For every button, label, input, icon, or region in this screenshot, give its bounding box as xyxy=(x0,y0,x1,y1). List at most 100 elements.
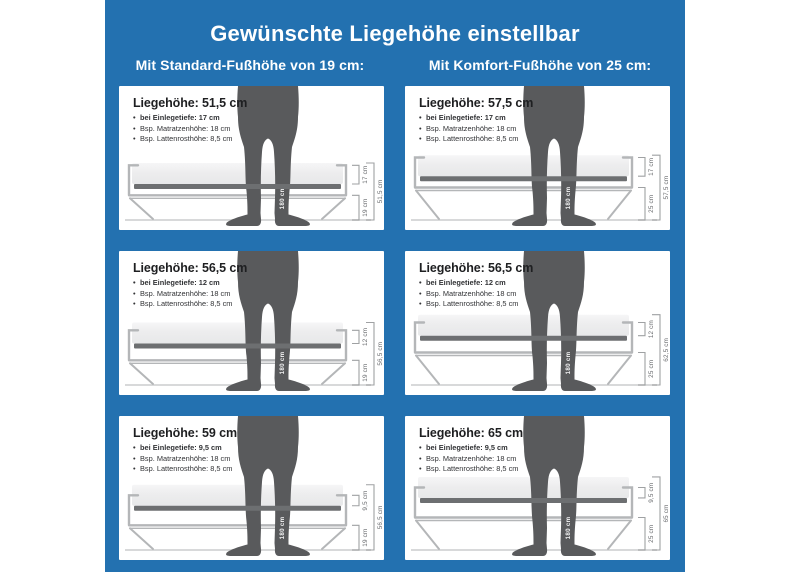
dim-label-fusshoehe: 19 cm xyxy=(362,199,369,217)
panel-title: Liegehöhe: 56,5 cm xyxy=(133,261,248,275)
dim-bracket-einlegetiefe xyxy=(352,164,360,185)
spec-bullet: Bsp. Lattenrosthöhe: 8,5 cm xyxy=(133,299,247,310)
spec-bullet: Bsp. Matratzenhöhe: 18 cm xyxy=(419,454,523,465)
dim-bracket-liegehoehe xyxy=(652,314,661,386)
dim-bracket-einlegetiefe xyxy=(638,156,646,177)
spec-bullet: Bsp. Matratzenhöhe: 18 cm xyxy=(133,454,237,465)
spec-bullet: Bsp. Matratzenhöhe: 18 cm xyxy=(419,289,533,300)
dim-label-einlegetiefe: 17 cm xyxy=(362,166,369,184)
panel-spec-block: Liegehöhe: 56,5 cm bei Einlegetiefe: 12 c… xyxy=(419,261,533,310)
panel-spec-block: Liegehöhe: 65 cm bei Einlegetiefe: 9,5 cm… xyxy=(419,426,523,475)
person-silhouette xyxy=(226,416,310,556)
panel-liegehoehe-2: Liegehöhe: 57,5 cm bei Einlegetiefe: 17 c… xyxy=(405,86,670,230)
dim-label-einlegetiefe: 12 cm xyxy=(362,328,369,346)
dim-label-fusshoehe: 25 cm xyxy=(648,525,655,543)
dim-label-einlegetiefe: 17 cm xyxy=(648,158,655,176)
pedestal-sides xyxy=(129,362,346,385)
mattress xyxy=(418,476,629,498)
spec-bullet: bei Einlegetiefe: 12 cm xyxy=(419,278,533,289)
spec-list: bei Einlegetiefe: 9,5 cmBsp. Matratzenhö… xyxy=(419,443,523,475)
dim-bracket-fusshoehe xyxy=(352,194,360,221)
dim-label-fusshoehe: 25 cm xyxy=(648,195,655,213)
mattress xyxy=(418,314,629,336)
spec-bullet: Bsp. Matratzenhöhe: 18 cm xyxy=(133,289,247,300)
page-title: Gewünschte Liegehöhe einstellbar xyxy=(210,21,580,46)
spec-list: bei Einlegetiefe: 17 cmBsp. Matratzenhöh… xyxy=(133,113,247,145)
dim-bracket-einlegetiefe xyxy=(638,486,646,499)
dim-bracket-fusshoehe xyxy=(638,186,646,221)
dim-bracket-einlegetiefe xyxy=(638,321,646,337)
dim-bracket-fusshoehe xyxy=(352,524,360,551)
dim-label-liegehoehe: 57,5 cm xyxy=(663,176,670,200)
column-header-komfort: Mit Komfort-Fußhöhe von 25 cm: xyxy=(428,57,652,73)
panel-liegehoehe-6: Liegehöhe: 65 cm bei Einlegetiefe: 9,5 cm… xyxy=(405,416,670,560)
spec-bullet: Bsp. Lattenrosthöhe: 8,5 cm xyxy=(133,464,237,475)
bed-frame-rails xyxy=(413,321,634,354)
mattress xyxy=(132,322,343,344)
pedestal-sides xyxy=(129,197,346,220)
pedestal-sides xyxy=(415,354,632,385)
panel-title: Liegehöhe: 65 cm xyxy=(419,426,523,440)
person-silhouette xyxy=(512,416,596,556)
bed-frame-rails xyxy=(413,156,634,189)
bed-frame-rails xyxy=(127,164,348,197)
panel-spec-block: Liegehöhe: 59 cm bei Einlegetiefe: 9,5 cm… xyxy=(133,426,237,475)
body-height-label: 180 cm xyxy=(565,186,572,209)
spec-bullet: Bsp. Lattenrosthöhe: 8,5 cm xyxy=(419,464,523,475)
mattress xyxy=(418,155,629,177)
spec-bullet: Bsp. Lattenrosthöhe: 8,5 cm xyxy=(419,134,533,145)
panel-grid: Liegehöhe: 51,5 cm bei Einlegetiefe: 17 c… xyxy=(119,86,670,560)
slat-bar xyxy=(134,505,341,511)
spec-list: bei Einlegetiefe: 9,5 cmBsp. Matratzenhö… xyxy=(133,443,237,475)
dim-label-liegehoehe: 56,5 cm xyxy=(377,342,384,366)
panel-spec-block: Liegehöhe: 57,5 cm bei Einlegetiefe: 17 c… xyxy=(419,96,533,145)
body-height-label: 180 cm xyxy=(279,186,286,209)
bed-frame-rails xyxy=(127,494,348,527)
dim-label-liegehoehe: 65 cm xyxy=(663,504,670,522)
panel-liegehoehe-5: Liegehöhe: 59 cm bei Einlegetiefe: 9,5 cm… xyxy=(119,416,384,560)
spec-list: bei Einlegetiefe: 12 cmBsp. Matratzenhöh… xyxy=(133,278,247,310)
body-height-label: 180 cm xyxy=(279,516,286,539)
spec-bullet: bei Einlegetiefe: 17 cm xyxy=(419,113,533,124)
body-height-label: 180 cm xyxy=(565,351,572,374)
liegehoehe-infographic: Gewünschte Liegehöhe einstellbar Mit Sta… xyxy=(105,0,685,572)
panel-liegehoehe-4: Liegehöhe: 56,5 cm bei Einlegetiefe: 12 c… xyxy=(405,251,670,395)
panel-liegehoehe-3: Liegehöhe: 56,5 cm bei Einlegetiefe: 12 c… xyxy=(119,251,384,395)
dim-bracket-liegehoehe xyxy=(652,154,661,221)
spec-bullet: bei Einlegetiefe: 9,5 cm xyxy=(419,443,523,454)
panel-title: Liegehöhe: 59 cm xyxy=(133,426,237,440)
slat-bar xyxy=(420,497,627,503)
spec-list: bei Einlegetiefe: 17 cmBsp. Matratzenhöh… xyxy=(419,113,533,145)
dim-label-fusshoehe: 25 cm xyxy=(648,360,655,378)
mattress xyxy=(132,484,343,506)
body-height-label: 180 cm xyxy=(565,516,572,539)
spec-bullet: bei Einlegetiefe: 9,5 cm xyxy=(133,443,237,454)
spec-bullet: Bsp. Matratzenhöhe: 18 cm xyxy=(133,124,247,135)
bed-diagram: 180 cm 9,5 cm 19 cm 56,5 cm xyxy=(125,416,384,556)
panel-title: Liegehöhe: 57,5 cm xyxy=(419,96,534,110)
panel-liegehoehe-1: Liegehöhe: 51,5 cm bei Einlegetiefe: 17 c… xyxy=(119,86,384,230)
bed-diagram: 180 cm 9,5 cm 25 cm 65 cm xyxy=(411,416,670,556)
dim-bracket-liegehoehe xyxy=(652,476,661,551)
panel-spec-block: Liegehöhe: 51,5 cm bei Einlegetiefe: 17 c… xyxy=(133,96,247,145)
dim-label-fusshoehe: 19 cm xyxy=(362,364,369,382)
dim-bracket-einlegetiefe xyxy=(352,329,360,345)
dim-label-einlegetiefe: 9,5 cm xyxy=(648,483,655,503)
dim-bracket-liegehoehe xyxy=(366,162,375,221)
pedestal-sides xyxy=(129,527,346,550)
bed-frame-rails xyxy=(127,329,348,362)
dim-bracket-liegehoehe xyxy=(366,484,375,551)
dim-bracket-fusshoehe xyxy=(352,359,360,386)
mattress xyxy=(132,163,343,184)
dim-bracket-fusshoehe xyxy=(638,351,646,386)
dim-label-liegehoehe: 62,5 cm xyxy=(663,338,670,362)
slat-bar xyxy=(134,184,341,189)
panel-title: Liegehöhe: 56,5 cm xyxy=(419,261,534,275)
dim-bracket-liegehoehe xyxy=(366,321,375,386)
dim-label-liegehoehe: 56,5 cm xyxy=(377,505,384,529)
pedestal-sides xyxy=(415,519,632,550)
spec-bullet: Bsp. Lattenrosthöhe: 8,5 cm xyxy=(133,134,247,145)
panel-title: Liegehöhe: 51,5 cm xyxy=(133,96,248,110)
spec-bullet: bei Einlegetiefe: 17 cm xyxy=(133,113,247,124)
dim-label-liegehoehe: 51,5 cm xyxy=(377,180,384,204)
